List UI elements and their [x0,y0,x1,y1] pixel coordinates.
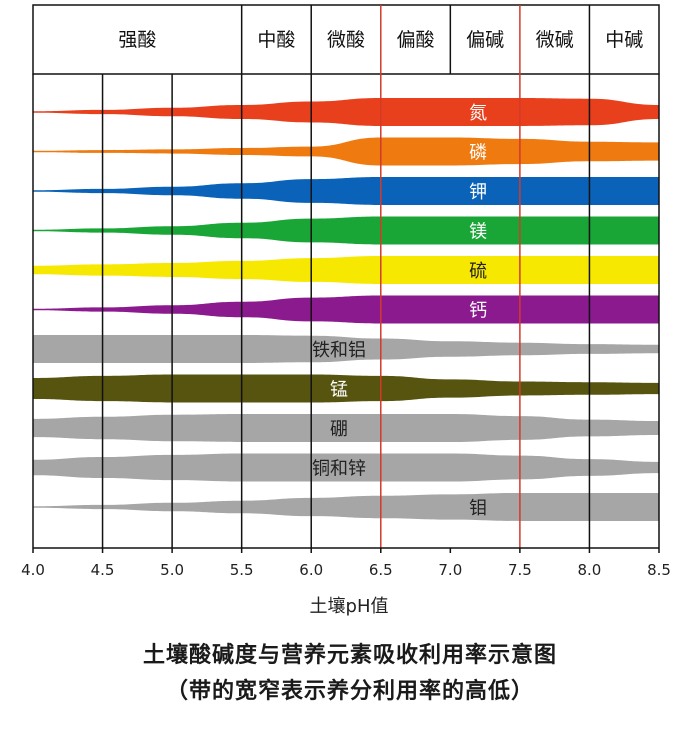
band-label: 磷 [469,143,487,164]
zone-label: 偏酸 [397,29,435,51]
x-axis: 4.0 4.5 5.0 5.5 6.0 6.5 7.0 7.5 8.0 8.5 [21,547,671,579]
chart-title: 土壤酸碱度与营养元素吸收利用率示意图 [142,643,557,668]
band-label: 铁和铝 [312,340,366,361]
x-tick-label: 6.5 [369,561,393,579]
x-axis-title: 土壤pH值 [310,596,389,617]
band-4 [33,216,659,245]
band-label: 硼 [330,419,348,440]
band-10 [33,453,659,482]
chart-subtitle: （带的宽窄表示养分利用率的高低） [165,679,534,704]
band-7 [33,335,659,363]
band-label: 锰 [330,380,348,401]
band-label: 硫 [469,261,487,282]
x-tick-label: 6.0 [299,561,323,579]
x-tick-label: 8.0 [578,561,602,579]
zone-header-frame [32,4,660,75]
x-tick-label: 5.5 [230,561,254,579]
zone-header: 强酸 中酸 微酸 偏酸 偏碱 微碱 中碱 [32,4,660,75]
zone-label: 中酸 [257,29,295,51]
band-label: 钼 [469,498,487,519]
band-2 [33,137,659,166]
x-tick-label: 7.5 [508,561,532,579]
band-label: 氮 [469,103,487,124]
zone-label: 中碱 [605,29,643,51]
band-label: 铜和锌 [312,459,366,480]
x-tick-label: 4.0 [21,561,45,579]
zone-label: 微酸 [327,29,365,51]
band-6 [33,295,659,324]
zone-label: 微碱 [536,29,574,51]
zone-label: 偏碱 [466,29,504,51]
band-1 [33,98,659,126]
band-11 [33,493,659,521]
band-label: 钾 [469,182,487,203]
x-tick-label: 5.0 [160,561,184,579]
x-tick-label: 7.0 [438,561,462,579]
band-layer [33,98,659,521]
band-9 [33,414,659,442]
band-label: 钙 [469,301,487,322]
band-8 [33,374,659,403]
zone-label: 强酸 [118,29,156,51]
x-tick-label: 8.5 [647,561,671,579]
band-label: 镁 [469,222,487,243]
x-tick-label: 4.5 [91,561,115,579]
band-5 [33,256,659,284]
band-3 [33,177,659,205]
grid-layer [32,74,660,548]
